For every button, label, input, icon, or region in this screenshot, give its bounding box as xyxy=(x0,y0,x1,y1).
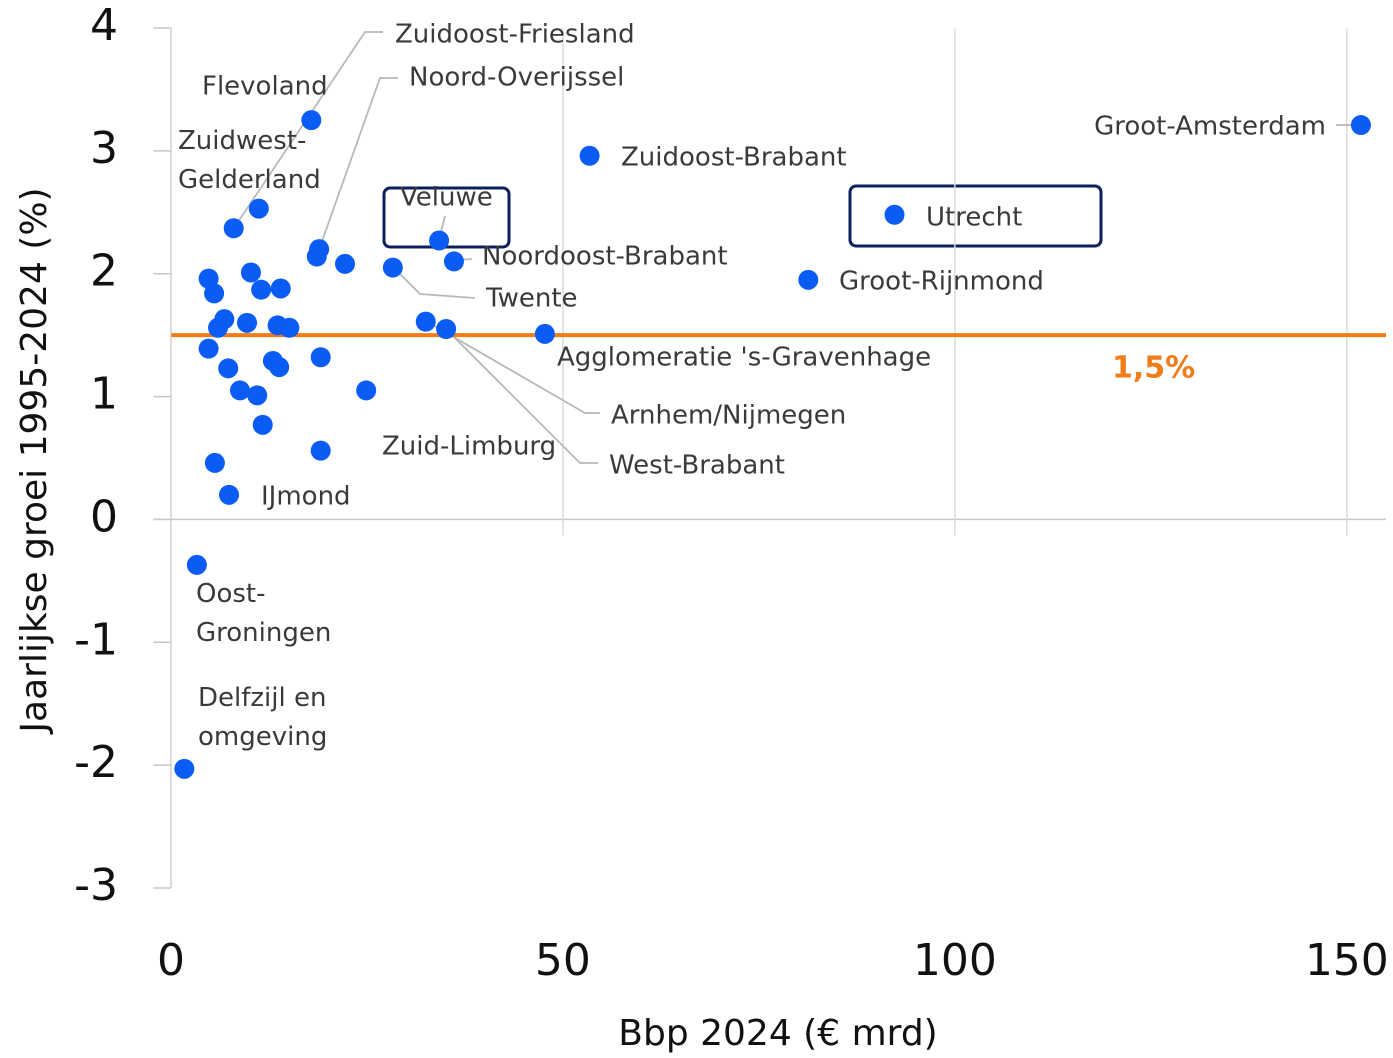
data-point xyxy=(252,414,273,435)
data-point xyxy=(218,358,239,379)
data-point xyxy=(198,338,219,359)
point-label: Groot-Amsterdam xyxy=(1094,112,1326,142)
x-axis-title: Bbp 2024 (€ mrd) xyxy=(618,1013,937,1054)
data-point xyxy=(208,317,229,338)
data-point xyxy=(310,440,331,461)
y-tick-label: 0 xyxy=(90,491,118,542)
y-tick-label: 4 xyxy=(90,0,118,51)
y-tick-label: 2 xyxy=(90,246,118,297)
point-label: Flevoland xyxy=(202,72,328,102)
data-point xyxy=(884,204,905,225)
y-axis-title: Jaarlijkse groei 1995-2024 (%) xyxy=(14,187,55,734)
point-label: Twente xyxy=(485,284,578,314)
y-tick-label: -3 xyxy=(74,860,118,911)
data-point xyxy=(534,323,555,344)
reference-label: 1,5% xyxy=(1112,351,1195,386)
y-tick-label: 1 xyxy=(90,369,118,420)
point-label: Noordoost-Brabant xyxy=(482,242,728,272)
data-point xyxy=(306,246,327,267)
data-point xyxy=(310,347,331,368)
data-point xyxy=(356,380,377,401)
data-point xyxy=(301,110,322,131)
leader-line xyxy=(237,31,383,223)
data-point xyxy=(415,311,436,332)
leader-line xyxy=(320,77,398,245)
data-point xyxy=(279,317,300,338)
data-point xyxy=(248,198,269,219)
data-point xyxy=(443,251,464,272)
point-label: Arnhem/Nijmegen xyxy=(611,401,846,431)
data-point xyxy=(1350,115,1371,136)
data-point xyxy=(219,484,240,505)
data-point xyxy=(270,278,291,299)
x-tick-label: 100 xyxy=(913,935,997,986)
y-tick-label: 3 xyxy=(90,123,118,174)
data-point xyxy=(251,279,272,300)
data-point xyxy=(247,385,268,406)
y-tick-label: -2 xyxy=(74,737,118,788)
point-label: Delfzijl en omgeving xyxy=(198,683,327,752)
data-point xyxy=(204,452,225,473)
x-tick-label: 0 xyxy=(157,935,185,986)
point-label: Utrecht xyxy=(926,203,1022,233)
point-label: Zuidoost-Friesland xyxy=(395,20,635,50)
leader-line xyxy=(392,266,476,299)
point-label: Zuid-Limburg xyxy=(382,432,556,462)
data-point xyxy=(240,262,261,283)
data-point xyxy=(174,758,195,779)
highlight-box xyxy=(848,184,1103,248)
data-point xyxy=(382,257,403,278)
point-label: Noord-Overijssel xyxy=(409,63,624,93)
data-point xyxy=(798,269,819,290)
point-label: Groot-Rijnmond xyxy=(839,267,1044,297)
point-label: Zuidoost-Brabant xyxy=(621,143,847,173)
leader-line xyxy=(445,328,598,464)
data-point xyxy=(237,312,258,333)
point-label: Zuidwest-Gelderland xyxy=(178,126,321,195)
leader-line xyxy=(425,320,600,414)
data-point xyxy=(229,380,250,401)
data-point xyxy=(436,319,457,339)
point-label: West-Brabant xyxy=(609,451,785,481)
point-label: Veluwe xyxy=(400,183,493,213)
x-tick-label: 150 xyxy=(1305,935,1389,986)
data-point xyxy=(579,145,600,166)
y-tick-label: -1 xyxy=(74,614,118,665)
point-label: Oost-Groningen xyxy=(196,579,331,648)
data-point xyxy=(223,218,244,239)
data-point xyxy=(186,554,207,575)
data-point xyxy=(204,283,225,304)
x-tick-label: 50 xyxy=(535,935,591,986)
data-point xyxy=(429,230,450,251)
data-point xyxy=(335,253,356,274)
point-label: Agglomeratie 's-Gravenhage xyxy=(557,343,931,373)
data-point xyxy=(269,357,290,378)
point-label: IJmond xyxy=(261,482,351,512)
